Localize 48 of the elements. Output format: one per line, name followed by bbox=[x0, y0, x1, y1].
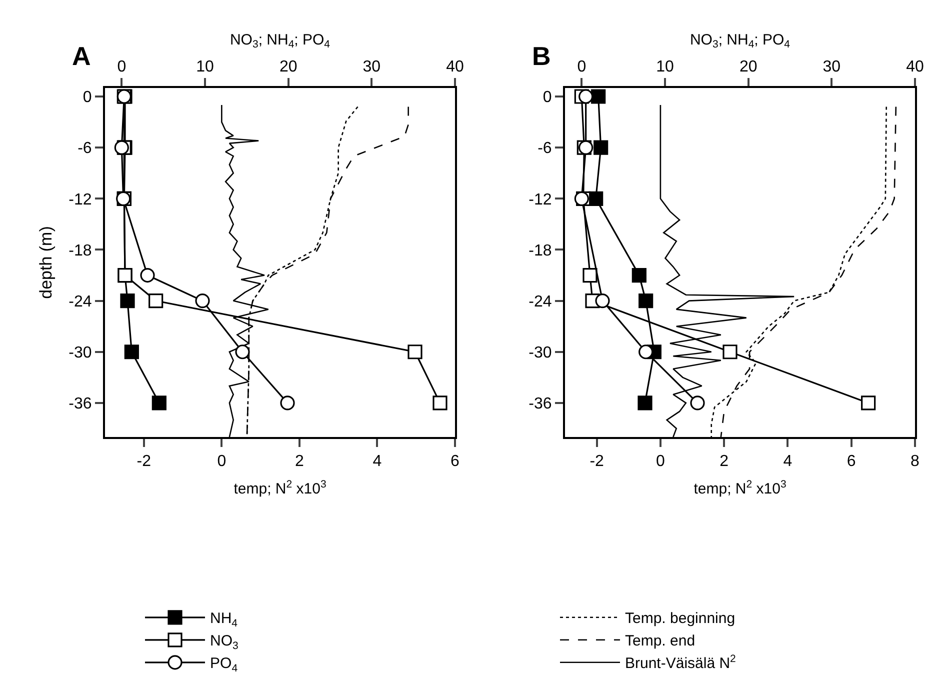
legend-label: Temp. beginning bbox=[625, 610, 736, 628]
x-tick-label: -2 bbox=[136, 453, 152, 470]
y-tick-label: -30 bbox=[68, 344, 92, 362]
y-axis-title: depth (m) bbox=[36, 226, 56, 299]
x2-tick-label: 30 bbox=[362, 58, 381, 76]
x-tick-label: 0 bbox=[217, 453, 226, 470]
y-tick-label: 0 bbox=[82, 89, 92, 106]
x2-tick-label: 30 bbox=[822, 58, 841, 76]
chart-title: B bbox=[532, 41, 551, 71]
chart-title: A bbox=[72, 41, 91, 71]
y-tick-label: -18 bbox=[528, 242, 552, 260]
legend-label: Brunt-Väisälä N$^{2}$ bbox=[625, 652, 736, 672]
x2-tick-label: 10 bbox=[656, 58, 674, 76]
y-tick-label: -6 bbox=[538, 140, 552, 158]
y-tick-label: -12 bbox=[68, 191, 92, 208]
x-tick-label: 6 bbox=[846, 453, 856, 470]
y-tick-label: -30 bbox=[528, 344, 552, 362]
x2-tick-label: 40 bbox=[906, 58, 924, 76]
x-axis-title: temp; N$^{2}$ x10$^{3}$ bbox=[694, 478, 786, 498]
x2-axis-title: NO$_{3}$; NH$_{4}$; PO$_{4}$ bbox=[230, 31, 330, 50]
x-tick-label: 4 bbox=[372, 453, 382, 470]
y-tick-label: -24 bbox=[528, 293, 552, 310]
x-tick-label: -2 bbox=[590, 453, 604, 470]
y-tick-label: -24 bbox=[68, 293, 92, 310]
x-axis-title: temp; N$^{2}$ x10$^{3}$ bbox=[234, 478, 326, 498]
x2-tick-label: 20 bbox=[739, 58, 758, 76]
y-tick-label: -36 bbox=[528, 396, 552, 413]
x-tick-label: 0 bbox=[656, 453, 665, 470]
legend-label: PO$_{4}$ bbox=[210, 655, 238, 674]
y-tick-label: -12 bbox=[528, 191, 552, 208]
y-tick-label: -18 bbox=[68, 242, 92, 260]
x2-tick-label: 20 bbox=[279, 58, 298, 76]
x2-axis-title: NO$_{3}$; NH$_{4}$; PO$_{4}$ bbox=[690, 31, 790, 50]
x-tick-label: 2 bbox=[294, 453, 304, 470]
x2-tick-label: 10 bbox=[196, 58, 214, 76]
x-tick-label: 8 bbox=[910, 453, 920, 470]
y-tick-label: -36 bbox=[68, 396, 92, 413]
x2-tick-label: 0 bbox=[577, 58, 586, 76]
x-tick-label: 2 bbox=[720, 453, 729, 470]
x-tick-label: 6 bbox=[450, 453, 460, 470]
legend-label: NH$_{4}$ bbox=[210, 610, 238, 630]
legend-label: Temp. end bbox=[625, 632, 696, 650]
y-tick-label: -6 bbox=[78, 140, 92, 158]
y-tick-label: 0 bbox=[542, 89, 552, 106]
x-tick-label: 4 bbox=[783, 453, 792, 470]
x2-tick-label: 40 bbox=[446, 58, 464, 76]
x2-tick-label: 0 bbox=[117, 58, 126, 76]
legend-label: NO$_{3}$ bbox=[210, 632, 238, 652]
